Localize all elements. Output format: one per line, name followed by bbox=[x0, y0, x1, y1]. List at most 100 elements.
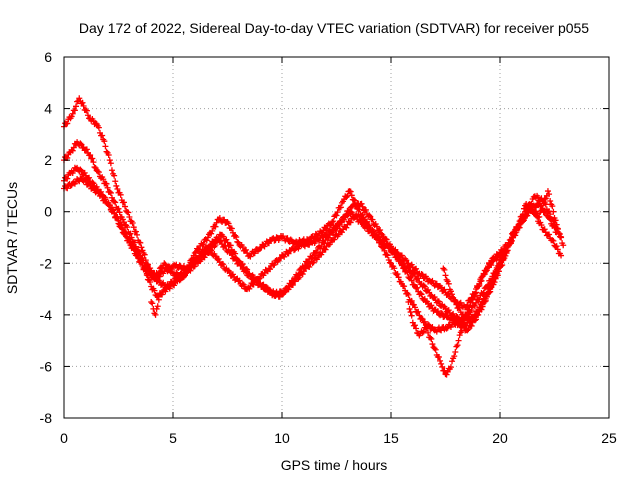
data-point-dense bbox=[82, 178, 89, 185]
data-point bbox=[499, 255, 506, 262]
data-point-dense bbox=[137, 239, 144, 246]
data-point bbox=[405, 298, 412, 305]
data-point-dense bbox=[187, 267, 194, 274]
data-point-dense bbox=[418, 291, 425, 298]
data-point-dense bbox=[64, 120, 71, 127]
plot-frame bbox=[63, 56, 610, 419]
data-point bbox=[438, 360, 445, 367]
data-point-dense bbox=[341, 216, 348, 223]
data-point-dense bbox=[333, 212, 340, 219]
data-point bbox=[130, 224, 137, 231]
data-point-dense bbox=[229, 271, 236, 278]
data-point-dense bbox=[316, 237, 323, 244]
data-point bbox=[459, 322, 466, 329]
data-point-dense bbox=[394, 270, 401, 277]
data-point-dense bbox=[336, 222, 343, 229]
data-point bbox=[106, 157, 113, 164]
data-point-dense bbox=[138, 244, 145, 251]
data-point-dense bbox=[281, 253, 288, 260]
data-point-dense bbox=[173, 261, 180, 268]
data-point-dense bbox=[456, 332, 463, 339]
data-point-dense bbox=[72, 103, 79, 110]
data-point-dense bbox=[208, 247, 215, 254]
data-point-dense bbox=[261, 243, 268, 250]
data-point-dense bbox=[220, 261, 227, 268]
data-point-dense bbox=[383, 251, 390, 258]
data-point-dense bbox=[427, 334, 434, 341]
data-point bbox=[553, 229, 560, 236]
data-point-dense bbox=[156, 273, 163, 280]
data-point-dense bbox=[519, 218, 526, 225]
data-point-dense bbox=[442, 272, 449, 279]
data-point-dense bbox=[134, 231, 141, 238]
data-point-dense bbox=[99, 193, 106, 200]
y-tick-label: -2 bbox=[40, 255, 53, 271]
data-point-dense bbox=[234, 238, 241, 245]
data-point bbox=[473, 311, 480, 318]
data-point-dense bbox=[481, 298, 488, 305]
data-point-dense bbox=[513, 228, 520, 235]
data-point-dense bbox=[141, 266, 148, 273]
data-point bbox=[156, 291, 163, 298]
data-point-dense bbox=[322, 246, 329, 253]
data-point-dense bbox=[418, 270, 425, 277]
data-point-dense bbox=[155, 296, 162, 303]
data-point-dense bbox=[469, 296, 476, 303]
data-point-dense bbox=[417, 290, 424, 297]
data-point bbox=[161, 260, 168, 267]
data-point-dense bbox=[347, 219, 354, 226]
data-point-dense bbox=[114, 214, 121, 221]
data-point-dense bbox=[91, 164, 98, 171]
data-point-dense bbox=[212, 242, 219, 249]
data-point-dense bbox=[284, 235, 291, 242]
y-axis-label: SDTVAR / TECUs bbox=[4, 182, 20, 294]
data-point-dense bbox=[115, 217, 122, 224]
data-point-dense bbox=[120, 199, 127, 206]
data-point-dense bbox=[177, 276, 184, 283]
data-point-dense bbox=[391, 250, 398, 257]
y-tick-label: -8 bbox=[40, 410, 53, 426]
data-point-dense bbox=[419, 329, 426, 336]
data-point-dense bbox=[407, 309, 414, 316]
data-point-dense bbox=[473, 299, 480, 306]
data-point-dense bbox=[391, 265, 398, 272]
data-point-dense bbox=[233, 234, 240, 241]
data-point-dense bbox=[282, 288, 289, 295]
data-point-dense bbox=[425, 329, 432, 336]
data-point-dense bbox=[90, 159, 97, 166]
data-point-dense bbox=[89, 155, 96, 162]
data-point-dense bbox=[83, 107, 90, 114]
data-point-dense bbox=[227, 242, 234, 249]
data-point-dense bbox=[442, 305, 449, 312]
data-point-dense bbox=[154, 303, 161, 310]
data-point-dense bbox=[149, 300, 156, 307]
y-tick-label: 4 bbox=[44, 101, 52, 117]
data-point-dense bbox=[556, 233, 563, 240]
data-point-dense bbox=[457, 299, 464, 306]
data-point-dense bbox=[102, 196, 109, 203]
data-point-dense bbox=[108, 194, 115, 201]
data-point-dense bbox=[383, 236, 390, 243]
data-point-dense bbox=[468, 322, 475, 329]
data-point-dense bbox=[373, 223, 380, 230]
data-point-dense bbox=[236, 277, 243, 284]
data-point-dense bbox=[240, 281, 247, 288]
data-point-dense bbox=[331, 236, 338, 243]
data-point-dense bbox=[447, 364, 454, 371]
data-point-dense bbox=[126, 235, 133, 242]
data-point-dense bbox=[267, 266, 274, 273]
data-point bbox=[560, 242, 567, 249]
data-point-dense bbox=[435, 298, 442, 305]
data-point-dense bbox=[125, 209, 132, 216]
data-point-dense bbox=[310, 259, 317, 266]
data-point-dense bbox=[127, 238, 134, 245]
data-point-dense bbox=[370, 228, 377, 235]
data-point-dense bbox=[463, 322, 470, 329]
data-point-dense bbox=[68, 113, 75, 120]
data-point bbox=[119, 216, 126, 223]
data-point-dense bbox=[454, 342, 461, 349]
data-point-dense bbox=[542, 208, 549, 215]
data-point-dense bbox=[296, 274, 303, 281]
data-point-dense bbox=[343, 224, 350, 231]
data-point-dense bbox=[432, 346, 439, 353]
